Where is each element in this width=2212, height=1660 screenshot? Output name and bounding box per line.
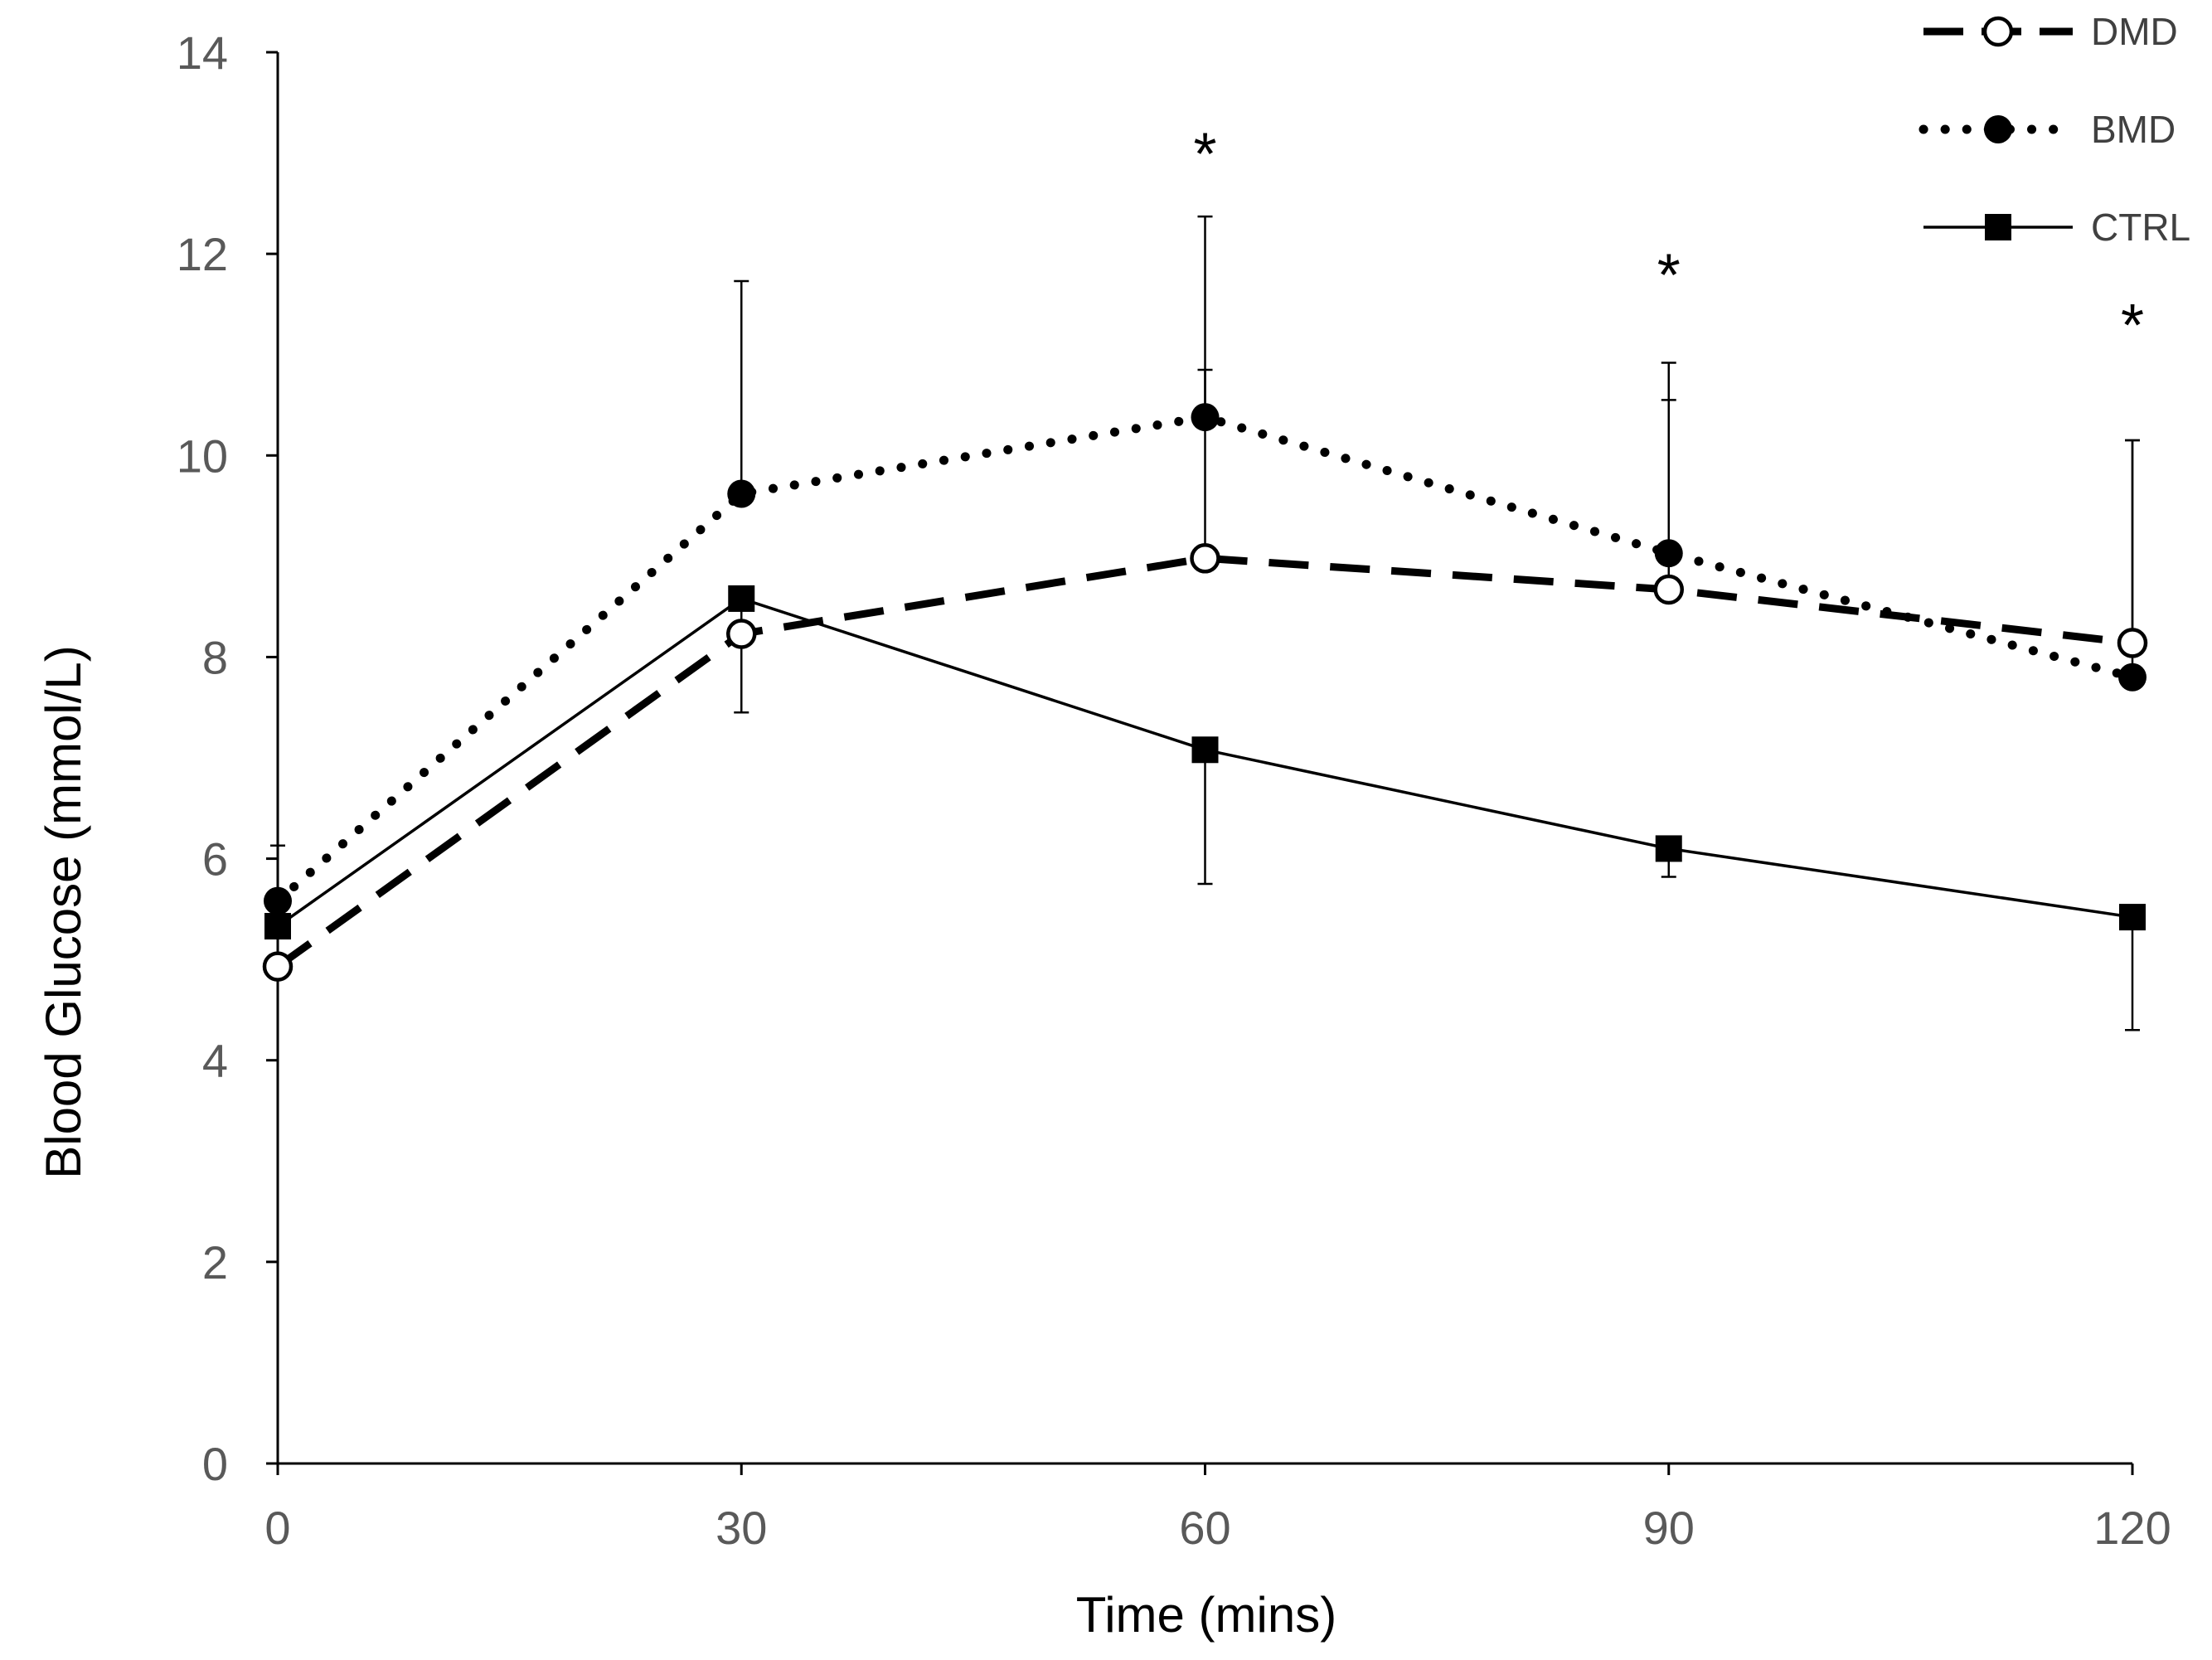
x-tick-label: 30 bbox=[716, 1502, 767, 1554]
ctrl-data-point bbox=[1655, 835, 1682, 862]
significance-asterisk: * bbox=[1193, 122, 1216, 188]
significance-asterisk: * bbox=[1657, 242, 1681, 308]
y-axis-ticks: 0 2 4 6 8 10 12 14 bbox=[177, 27, 278, 1490]
bmd-series-line bbox=[273, 412, 2137, 906]
x-tick-label: 60 bbox=[1179, 1502, 1230, 1554]
series-markers bbox=[262, 403, 2148, 982]
bmd-data-point bbox=[2118, 663, 2147, 692]
ctrl-data-point bbox=[728, 585, 755, 612]
dmd-data-point bbox=[1653, 574, 1684, 605]
significance-annotations: * * * bbox=[1193, 122, 2144, 360]
ctrl-data-point bbox=[2119, 904, 2146, 931]
dmd-data-point bbox=[262, 951, 293, 982]
ctrl-data-point bbox=[264, 913, 291, 940]
y-tick-label: 0 bbox=[202, 1438, 228, 1490]
legend-label-ctrl: CTRL bbox=[2091, 206, 2190, 249]
x-axis-ticks: 0 30 60 90 120 bbox=[264, 1463, 2171, 1554]
bmd-data-point bbox=[727, 479, 756, 508]
y-tick-label: 8 bbox=[202, 631, 228, 683]
ctrl-data-point bbox=[1191, 736, 1219, 764]
legend-marker-bmd bbox=[1984, 115, 2012, 143]
dmd-series-line bbox=[275, 554, 2133, 970]
significance-asterisk: * bbox=[2121, 293, 2144, 359]
x-axis-title: Time (mins) bbox=[1076, 1587, 1336, 1643]
y-tick-label: 6 bbox=[202, 833, 228, 886]
bmd-data-point bbox=[1654, 539, 1683, 568]
dmd-data-point bbox=[2117, 628, 2148, 658]
dmd-data-point bbox=[726, 619, 757, 649]
y-tick-label: 2 bbox=[202, 1236, 228, 1289]
legend-marker-dmd bbox=[1982, 16, 2014, 47]
x-tick-label: 90 bbox=[1643, 1502, 1695, 1554]
chart-axes: 0 2 4 6 8 10 12 14 0 30 60 90 120 bbox=[177, 27, 2171, 1554]
y-axis-title: Blood Glucose (mmol/L) bbox=[36, 645, 91, 1179]
y-tick-label: 14 bbox=[177, 27, 228, 79]
bmd-data-point bbox=[264, 886, 292, 915]
chart-legend: DMD BMD CTRL bbox=[1919, 10, 2190, 249]
x-tick-label: 120 bbox=[2093, 1502, 2171, 1554]
x-tick-label: 0 bbox=[264, 1502, 290, 1554]
legend-label-bmd: BMD bbox=[2091, 108, 2176, 151]
legend-marker-ctrl bbox=[1985, 214, 2011, 240]
dmd-data-point bbox=[1190, 543, 1220, 574]
y-tick-label: 4 bbox=[202, 1035, 228, 1087]
error-bars bbox=[270, 215, 2140, 1031]
bmd-data-point bbox=[1191, 403, 1220, 432]
y-tick-label: 12 bbox=[177, 228, 228, 280]
y-tick-label: 10 bbox=[177, 430, 228, 482]
legend-label-dmd: DMD bbox=[2091, 10, 2178, 53]
